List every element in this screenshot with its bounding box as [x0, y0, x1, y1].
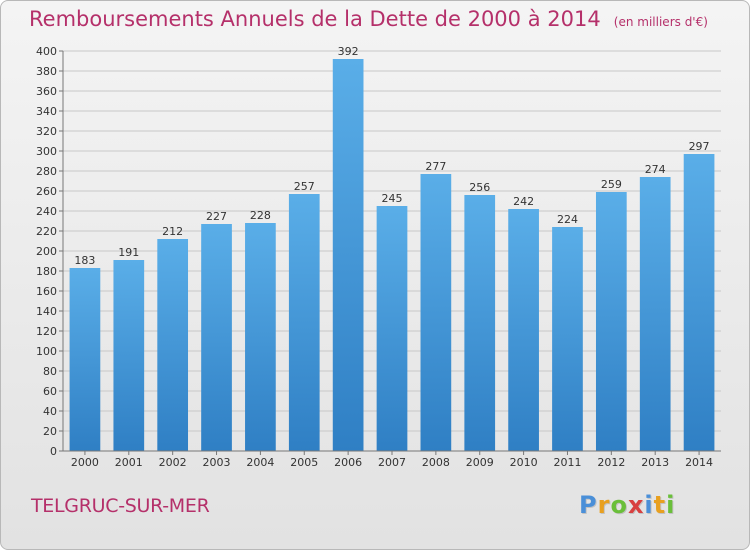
y-tick-label: 60: [43, 385, 57, 398]
bar-2006: [332, 59, 364, 451]
y-tick-label: 320: [36, 125, 57, 138]
bars: [69, 59, 715, 451]
y-tick-label: 220: [36, 225, 57, 238]
bar-2004: [245, 223, 276, 451]
bar-2013: [639, 177, 671, 451]
data-label-2014: 297: [689, 140, 710, 153]
commune-name: TELGRUC-SUR-MER: [31, 495, 210, 517]
x-axis-ticks: 2000 2001 2002 2003 2004 2005 2006 2007 2008 2009…: [71, 451, 713, 469]
data-label-2008: 277: [425, 160, 446, 173]
logo-letter: i: [644, 491, 654, 519]
bar-2005: [288, 194, 320, 451]
data-label-2011: 224: [557, 213, 578, 226]
data-label-2013: 274: [645, 163, 666, 176]
y-tick-label: 260: [36, 185, 57, 198]
logo-letter: o: [610, 491, 628, 519]
x-tick-label-2011: 2011: [553, 456, 581, 469]
bar-2007: [376, 206, 408, 451]
data-label-2009: 256: [469, 181, 490, 194]
data-labels: 183 191 212 227 228 257 392 245 277 256 242 224 259 2…: [74, 45, 709, 267]
y-tick-label: 180: [36, 265, 57, 278]
bar-chart: 0 20 40 60 80 100 120 140 160 180 200 220 240 260 280 3…: [36, 45, 721, 469]
x-tick-label-2014: 2014: [685, 456, 713, 469]
bar-2000: [69, 268, 101, 451]
logo-letter: r: [597, 491, 611, 519]
x-tick-label-2001: 2001: [115, 456, 143, 469]
chart-title: Remboursements Annuels de la Dette de 20…: [29, 7, 601, 31]
x-tick-label-2000: 2000: [71, 456, 99, 469]
bar-2010: [508, 209, 539, 451]
y-tick-label: 20: [43, 425, 57, 438]
bar-2014: [683, 154, 715, 451]
x-tick-label-2006: 2006: [334, 456, 362, 469]
data-label-2000: 183: [74, 254, 95, 267]
x-tick-label-2002: 2002: [159, 456, 187, 469]
y-tick-label: 240: [36, 205, 57, 218]
bar-2009: [464, 195, 496, 451]
data-label-2003: 227: [206, 210, 227, 223]
y-tick-label: 160: [36, 285, 57, 298]
y-tick-label: 280: [36, 165, 57, 178]
data-label-2010: 242: [513, 195, 534, 208]
bar-2011: [552, 227, 583, 451]
data-label-2012: 259: [601, 178, 622, 191]
data-label-2006: 392: [338, 45, 359, 58]
x-tick-label-2004: 2004: [246, 456, 274, 469]
y-tick-label: 80: [43, 365, 57, 378]
logo-letter: x: [627, 491, 645, 519]
y-tick-label: 200: [36, 245, 57, 258]
y-tick-label: 300: [36, 145, 57, 158]
y-tick-label: 340: [36, 105, 57, 118]
title-row: Remboursements Annuels de la Dette de 20…: [29, 7, 708, 31]
y-tick-label: 0: [50, 445, 57, 458]
data-label-2005: 257: [294, 180, 315, 193]
logo-letter: t: [653, 491, 667, 519]
y-tick-label: 140: [36, 305, 57, 318]
bar-2008: [420, 174, 452, 451]
x-tick-label-2005: 2005: [290, 456, 318, 469]
y-tick-label: 40: [43, 405, 57, 418]
y-tick-label: 100: [36, 345, 57, 358]
x-tick-label-2013: 2013: [641, 456, 669, 469]
bar-2003: [201, 224, 232, 451]
logo-letter: i: [666, 491, 676, 519]
axes: [62, 51, 721, 452]
x-tick-label-2012: 2012: [597, 456, 625, 469]
y-tick-label: 380: [36, 65, 57, 78]
data-label-2004: 228: [250, 209, 271, 222]
data-label-2001: 191: [118, 246, 139, 259]
y-tick-label: 360: [36, 85, 57, 98]
y-axis-ticks: 0 20 40 60 80 100 120 140 160 180 200 220 240 260 280 3…: [36, 45, 63, 458]
y-tick-label: 120: [36, 325, 57, 338]
logo-letter: P: [579, 491, 598, 519]
x-tick-label-2009: 2009: [466, 456, 494, 469]
x-tick-label-2003: 2003: [203, 456, 231, 469]
x-tick-label-2007: 2007: [378, 456, 406, 469]
bar-2001: [113, 260, 145, 451]
bar-2002: [157, 239, 189, 451]
chart-subtitle: (en milliers d'€): [613, 15, 708, 29]
x-tick-label-2010: 2010: [510, 456, 538, 469]
data-label-2007: 245: [382, 192, 403, 205]
x-tick-label-2008: 2008: [422, 456, 450, 469]
y-tick-label: 400: [36, 45, 57, 58]
bar-2012: [595, 192, 627, 451]
proxiti-logo: Proxiti: [579, 491, 675, 519]
data-label-2002: 212: [162, 225, 183, 238]
